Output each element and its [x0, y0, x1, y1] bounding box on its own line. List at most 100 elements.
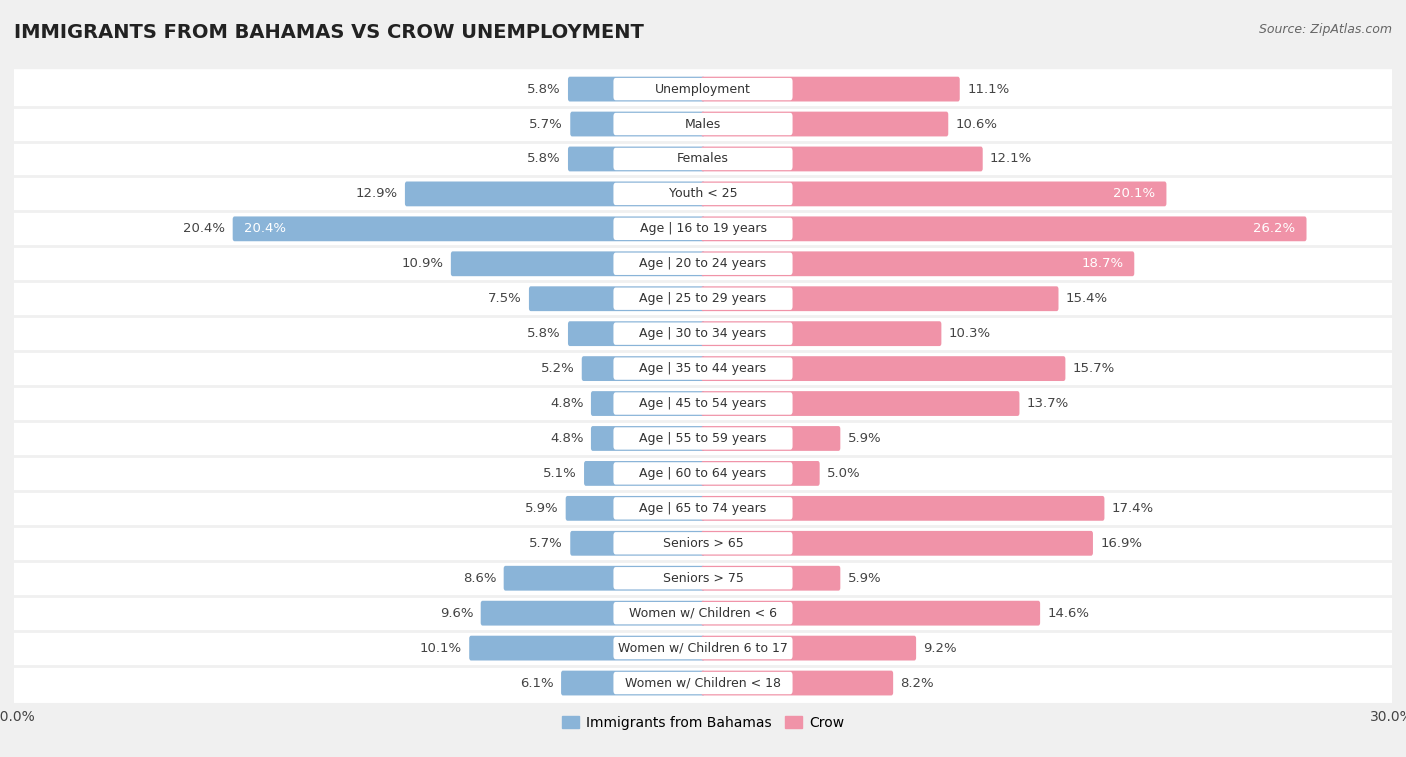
- FancyBboxPatch shape: [561, 671, 704, 696]
- Text: 15.7%: 15.7%: [1073, 362, 1115, 375]
- FancyBboxPatch shape: [613, 253, 793, 275]
- FancyBboxPatch shape: [11, 209, 1395, 249]
- Text: 5.0%: 5.0%: [827, 467, 860, 480]
- FancyBboxPatch shape: [481, 601, 704, 625]
- Text: 12.1%: 12.1%: [990, 152, 1032, 166]
- FancyBboxPatch shape: [613, 463, 793, 484]
- FancyBboxPatch shape: [613, 567, 793, 590]
- FancyBboxPatch shape: [613, 322, 793, 345]
- Text: Age | 65 to 74 years: Age | 65 to 74 years: [640, 502, 766, 515]
- FancyBboxPatch shape: [613, 78, 793, 100]
- FancyBboxPatch shape: [11, 174, 1395, 213]
- FancyBboxPatch shape: [582, 357, 704, 381]
- Text: 26.2%: 26.2%: [1253, 223, 1295, 235]
- FancyBboxPatch shape: [11, 559, 1395, 598]
- FancyBboxPatch shape: [11, 349, 1395, 388]
- Legend: Immigrants from Bahamas, Crow: Immigrants from Bahamas, Crow: [557, 710, 849, 735]
- Text: 5.2%: 5.2%: [541, 362, 575, 375]
- FancyBboxPatch shape: [11, 523, 1395, 563]
- Text: 9.2%: 9.2%: [924, 642, 957, 655]
- Text: 5.8%: 5.8%: [527, 327, 561, 340]
- Text: 10.3%: 10.3%: [949, 327, 991, 340]
- FancyBboxPatch shape: [591, 426, 704, 451]
- FancyBboxPatch shape: [11, 104, 1395, 144]
- Text: Age | 25 to 29 years: Age | 25 to 29 years: [640, 292, 766, 305]
- FancyBboxPatch shape: [702, 321, 942, 346]
- FancyBboxPatch shape: [568, 147, 704, 171]
- FancyBboxPatch shape: [702, 461, 820, 486]
- Text: Age | 16 to 19 years: Age | 16 to 19 years: [640, 223, 766, 235]
- Text: Seniors > 75: Seniors > 75: [662, 572, 744, 584]
- FancyBboxPatch shape: [702, 357, 1066, 381]
- FancyBboxPatch shape: [702, 286, 1059, 311]
- FancyBboxPatch shape: [702, 636, 917, 661]
- Text: 8.6%: 8.6%: [463, 572, 496, 584]
- FancyBboxPatch shape: [565, 496, 704, 521]
- Text: 5.8%: 5.8%: [527, 83, 561, 95]
- Text: 8.2%: 8.2%: [900, 677, 934, 690]
- FancyBboxPatch shape: [591, 391, 704, 416]
- FancyBboxPatch shape: [702, 671, 893, 696]
- Text: Women w/ Children < 6: Women w/ Children < 6: [628, 606, 778, 620]
- Text: 5.7%: 5.7%: [529, 117, 562, 130]
- Text: 16.9%: 16.9%: [1101, 537, 1142, 550]
- FancyBboxPatch shape: [571, 531, 704, 556]
- FancyBboxPatch shape: [702, 531, 1092, 556]
- FancyBboxPatch shape: [702, 565, 841, 590]
- Text: Unemployment: Unemployment: [655, 83, 751, 95]
- FancyBboxPatch shape: [11, 384, 1395, 423]
- Text: IMMIGRANTS FROM BAHAMAS VS CROW UNEMPLOYMENT: IMMIGRANTS FROM BAHAMAS VS CROW UNEMPLOY…: [14, 23, 644, 42]
- Text: 4.8%: 4.8%: [550, 432, 583, 445]
- Text: 11.1%: 11.1%: [967, 83, 1010, 95]
- Text: Age | 20 to 24 years: Age | 20 to 24 years: [640, 257, 766, 270]
- Text: 9.6%: 9.6%: [440, 606, 474, 620]
- Text: 18.7%: 18.7%: [1081, 257, 1123, 270]
- FancyBboxPatch shape: [232, 217, 704, 241]
- FancyBboxPatch shape: [568, 321, 704, 346]
- FancyBboxPatch shape: [11, 488, 1395, 528]
- Text: Females: Females: [678, 152, 728, 166]
- Text: Women w/ Children 6 to 17: Women w/ Children 6 to 17: [619, 642, 787, 655]
- Text: 15.4%: 15.4%: [1066, 292, 1108, 305]
- FancyBboxPatch shape: [613, 637, 793, 659]
- FancyBboxPatch shape: [613, 182, 793, 205]
- FancyBboxPatch shape: [451, 251, 704, 276]
- FancyBboxPatch shape: [613, 357, 793, 380]
- Text: 5.9%: 5.9%: [848, 572, 882, 584]
- Text: Source: ZipAtlas.com: Source: ZipAtlas.com: [1258, 23, 1392, 36]
- Text: 20.1%: 20.1%: [1114, 188, 1156, 201]
- FancyBboxPatch shape: [470, 636, 704, 661]
- FancyBboxPatch shape: [571, 111, 704, 136]
- FancyBboxPatch shape: [11, 419, 1395, 459]
- FancyBboxPatch shape: [568, 76, 704, 101]
- FancyBboxPatch shape: [613, 427, 793, 450]
- Text: 7.5%: 7.5%: [488, 292, 522, 305]
- FancyBboxPatch shape: [613, 497, 793, 519]
- FancyBboxPatch shape: [529, 286, 704, 311]
- Text: 5.1%: 5.1%: [543, 467, 576, 480]
- Text: 5.9%: 5.9%: [524, 502, 558, 515]
- FancyBboxPatch shape: [613, 602, 793, 625]
- Text: Youth < 25: Youth < 25: [669, 188, 737, 201]
- Text: 5.7%: 5.7%: [529, 537, 562, 550]
- Text: 5.8%: 5.8%: [527, 152, 561, 166]
- Text: 10.1%: 10.1%: [420, 642, 461, 655]
- Text: 6.1%: 6.1%: [520, 677, 554, 690]
- FancyBboxPatch shape: [11, 313, 1395, 354]
- Text: 4.8%: 4.8%: [550, 397, 583, 410]
- Text: Age | 55 to 59 years: Age | 55 to 59 years: [640, 432, 766, 445]
- FancyBboxPatch shape: [11, 453, 1395, 494]
- FancyBboxPatch shape: [702, 111, 948, 136]
- FancyBboxPatch shape: [11, 663, 1395, 703]
- FancyBboxPatch shape: [702, 391, 1019, 416]
- FancyBboxPatch shape: [11, 279, 1395, 319]
- Text: Women w/ Children < 18: Women w/ Children < 18: [626, 677, 780, 690]
- FancyBboxPatch shape: [702, 182, 1167, 207]
- Text: 12.9%: 12.9%: [356, 188, 398, 201]
- Text: 13.7%: 13.7%: [1026, 397, 1069, 410]
- FancyBboxPatch shape: [503, 565, 704, 590]
- FancyBboxPatch shape: [11, 69, 1395, 109]
- Text: 17.4%: 17.4%: [1112, 502, 1154, 515]
- FancyBboxPatch shape: [11, 628, 1395, 668]
- FancyBboxPatch shape: [702, 426, 841, 451]
